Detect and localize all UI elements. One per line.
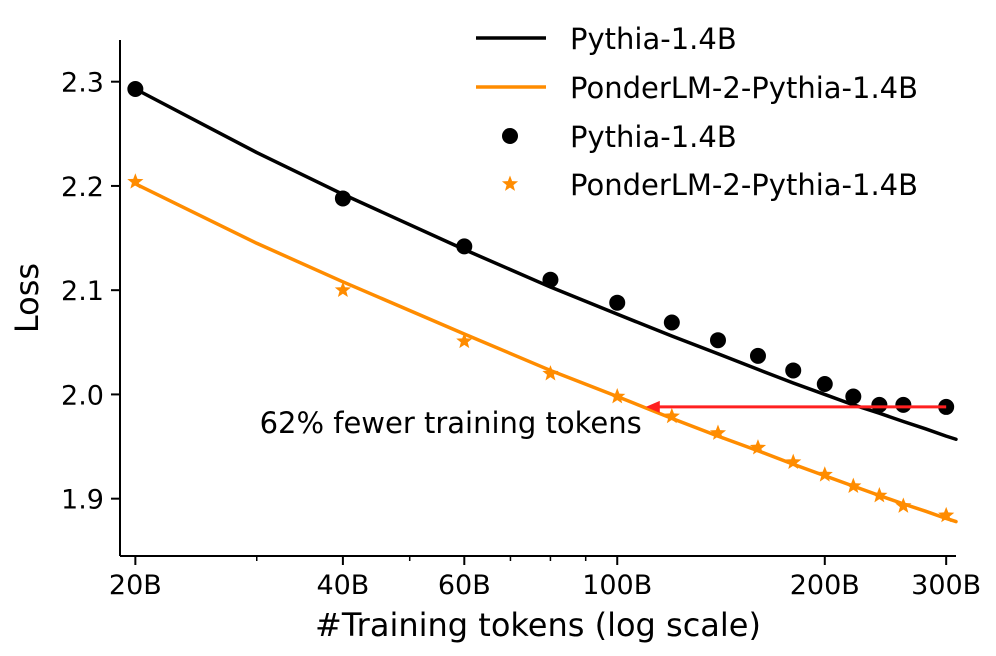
pythia-data-point xyxy=(709,332,726,349)
fit-lines xyxy=(133,87,958,524)
ponderlm-data-point xyxy=(127,173,144,189)
legend: Pythia-1.4B PonderLM-2-Pythia-1.4B Pythi… xyxy=(476,22,918,202)
x-axis-ticks: 20B 40B 60B 100B 200B 300B xyxy=(109,556,981,601)
ponderlm-data-point xyxy=(334,281,351,298)
pythia-data-point xyxy=(127,80,144,97)
pythia-data-point xyxy=(749,347,766,364)
ponderlm-data-point xyxy=(871,487,888,503)
ponderlm-data-point xyxy=(816,466,833,482)
pythia-data-point xyxy=(816,376,833,392)
data-markers xyxy=(127,80,955,523)
legend-label-ponderlm-line: PonderLM-2-Pythia-1.4B xyxy=(570,71,918,105)
x-tick-label: 60B xyxy=(438,570,491,601)
ponderlm-data-point xyxy=(845,477,862,494)
pythia-data-point xyxy=(895,396,912,413)
legend-marker-ponderlm xyxy=(501,175,519,191)
x-tick-label: 40B xyxy=(316,570,369,601)
annotation-text: 62% fewer training tokens xyxy=(260,406,642,440)
legend-marker-pythia xyxy=(502,128,518,144)
ponderlm-data-point xyxy=(456,332,473,349)
annotation-arrowhead xyxy=(645,400,660,413)
ponderlm-data-point xyxy=(749,439,767,455)
x-tick-label: 100B xyxy=(582,570,652,601)
ponderlm-data-point xyxy=(542,365,559,381)
x-tick-label: 200B xyxy=(790,570,860,601)
annotation: 62% fewer training tokens xyxy=(260,400,947,440)
y-axis-label: Loss xyxy=(8,263,46,333)
ponderlm-data-point xyxy=(609,388,626,404)
y-tick-label: 2.1 xyxy=(61,276,104,307)
pythia-data-point xyxy=(663,314,680,331)
ponderlm-data-point xyxy=(938,506,955,523)
y-tick-label: 2.0 xyxy=(61,380,104,411)
pythia-data-point xyxy=(871,396,888,413)
legend-label-pythia-line: Pythia-1.4B xyxy=(570,22,737,56)
ponderlm-data-point xyxy=(663,407,680,424)
x-tick-label: 20B xyxy=(109,570,162,601)
y-tick-label: 2.3 xyxy=(61,68,104,99)
legend-label-ponderlm-markers: PonderLM-2-Pythia-1.4B xyxy=(570,168,918,202)
y-axis-ticks: 1.9 2.0 2.1 2.2 2.3 xyxy=(61,68,120,516)
legend-label-pythia-markers: Pythia-1.4B xyxy=(570,120,737,154)
series-line-ponderlm xyxy=(133,182,958,524)
pythia-data-point xyxy=(845,388,862,405)
pythia-data-point xyxy=(785,362,802,379)
pythia-data-point xyxy=(542,271,559,288)
x-tick-label: 300B xyxy=(911,570,981,601)
pythia-data-point xyxy=(456,238,473,255)
y-tick-label: 1.9 xyxy=(61,485,104,516)
ponderlm-data-point xyxy=(785,453,802,470)
x-axis-label: #Training tokens (log scale) xyxy=(315,606,761,644)
y-tick-label: 2.2 xyxy=(61,172,104,203)
pythia-data-point xyxy=(609,294,626,311)
ponderlm-data-point xyxy=(709,424,727,440)
series-line-pythia xyxy=(133,87,958,441)
pythia-data-point xyxy=(334,190,351,207)
ponderlm-data-point xyxy=(895,497,912,513)
